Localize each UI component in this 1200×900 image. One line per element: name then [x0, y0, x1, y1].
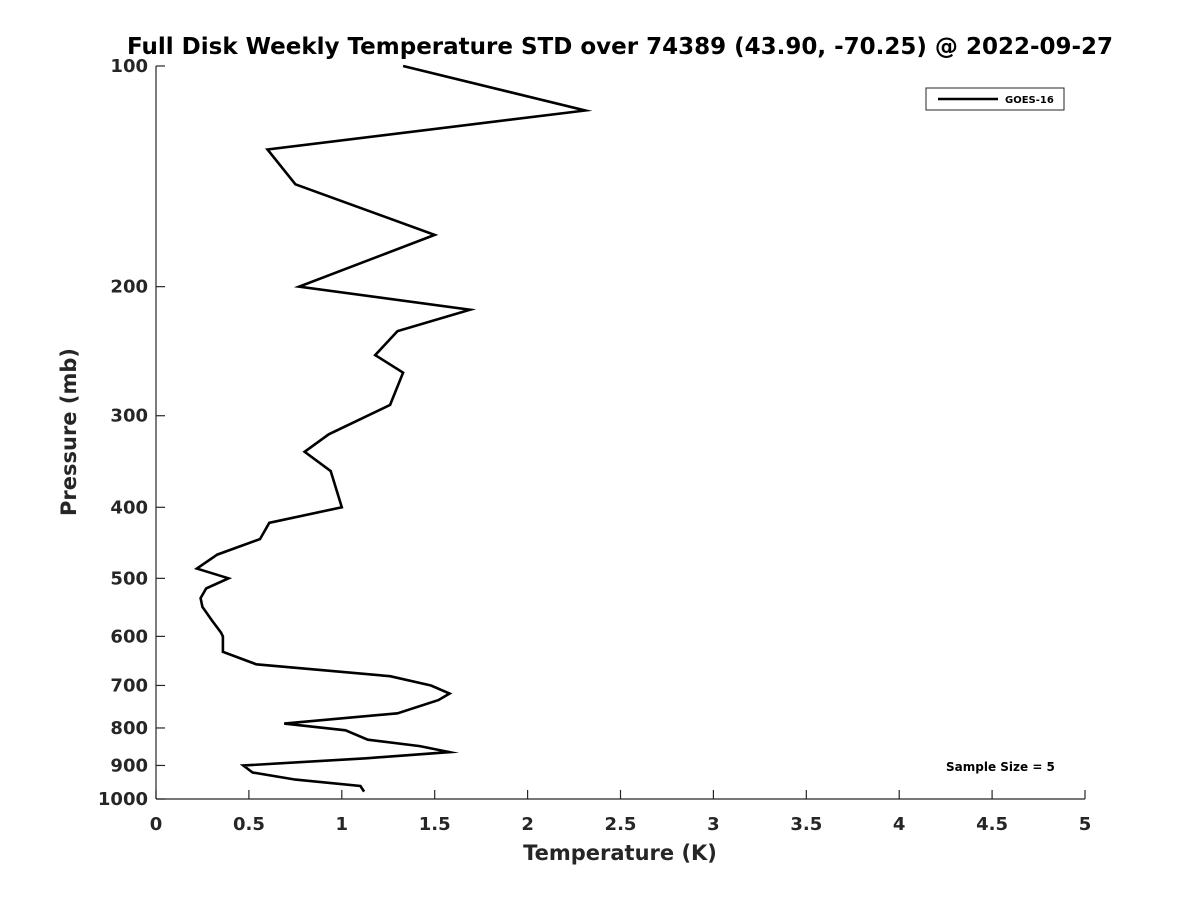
- y-tick-label: 1000: [98, 789, 148, 810]
- chart-title: Full Disk Weekly Temperature STD over 74…: [127, 34, 1113, 60]
- y-tick-label: 500: [110, 568, 148, 589]
- legend-label-goes-16: GOES-16: [1005, 95, 1054, 106]
- x-tick-label: 1.5: [419, 814, 451, 835]
- x-axis-label: Temperature (K): [523, 841, 717, 865]
- y-axis-label: Pressure (mb): [57, 348, 81, 516]
- axes: [155, 66, 1085, 800]
- y-tick-label: 100: [110, 56, 148, 77]
- x-tick-label: 2: [521, 814, 534, 835]
- series-line-goes-16: [193, 64, 593, 793]
- x-tick-label: 0.5: [233, 814, 265, 835]
- legend: GOES-16: [925, 87, 1065, 111]
- sample-size-annotation: Sample Size = 5: [946, 760, 1055, 774]
- x-tick-label: 3: [707, 814, 720, 835]
- x-tick-label: 4.5: [976, 814, 1008, 835]
- x-tick-label: 4: [893, 814, 906, 835]
- x-tick-label: 3.5: [790, 814, 822, 835]
- x-tick-label: 2.5: [605, 814, 637, 835]
- y-tick-label: 200: [110, 277, 148, 298]
- y-tick-label: 400: [110, 497, 148, 518]
- series-layer: [193, 64, 593, 793]
- x-ticks: 0 0.5 1 1.5 2 2.5 3 3.5 4 4.5 5: [150, 790, 1092, 835]
- y-ticks: 100 200 300 400 500 600 700 800 900 1000: [98, 56, 165, 810]
- x-tick-label: 5: [1079, 814, 1092, 835]
- y-tick-label: 600: [110, 626, 148, 647]
- y-tick-label: 900: [110, 755, 148, 776]
- x-tick-label: 1: [336, 814, 349, 835]
- y-tick-label: 700: [110, 675, 148, 696]
- y-tick-label: 800: [110, 718, 148, 739]
- y-tick-label: 300: [110, 406, 148, 427]
- x-tick-label: 0: [150, 814, 163, 835]
